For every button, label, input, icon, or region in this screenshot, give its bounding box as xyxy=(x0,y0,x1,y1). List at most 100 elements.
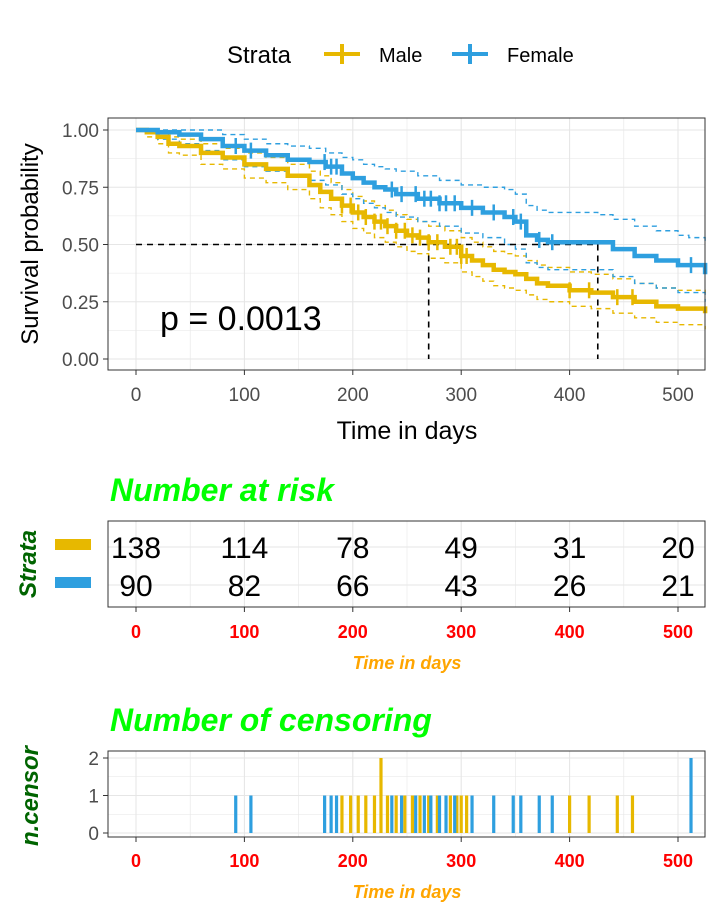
censor-bar-male xyxy=(364,795,368,833)
risk-count-male: 31 xyxy=(553,532,586,565)
risk-x-tick-label: 300 xyxy=(446,622,476,642)
ci-upper-female xyxy=(136,129,706,245)
censor-bar-male xyxy=(615,795,619,833)
y-tick-label: 0.75 xyxy=(62,178,99,199)
censor-bar-male xyxy=(385,795,390,833)
x-tick-label: 400 xyxy=(554,385,586,406)
survival-y-axis-label: Survival probability xyxy=(17,143,44,344)
survival-y-ticks: 0.00 0.25 0.50 0.75 1.00 xyxy=(62,121,108,371)
censor-bar-female xyxy=(492,795,496,833)
censor-panel-border xyxy=(107,750,706,838)
censor-bar-female xyxy=(470,795,474,833)
p-value: p = 0.0013 xyxy=(160,300,322,338)
censor-bar-male xyxy=(372,795,377,833)
censor-bar-male xyxy=(630,795,635,833)
x-tick-label: 0 xyxy=(131,385,142,406)
censor-bar-female xyxy=(329,795,333,833)
censor-x-ticks: 0 100 200 300 400 500 xyxy=(131,837,693,871)
censor-plot-title: Number of censoring xyxy=(110,702,432,738)
y-tick-label: 0.50 xyxy=(62,236,99,257)
censor-gridlines xyxy=(108,751,705,837)
censor-bar-male xyxy=(465,795,469,833)
censor-bar-female xyxy=(399,795,404,833)
censor-bar-female xyxy=(519,795,523,833)
risk-table-gridlines xyxy=(108,521,705,607)
risk-x-tick-label: 400 xyxy=(555,622,585,642)
censor-x-tick-label: 500 xyxy=(663,851,693,871)
censor-plot: Number of censoring 0 1 2 0 100 200 300 400 500… xyxy=(17,702,706,902)
risk-count-male: 114 xyxy=(220,532,268,565)
legend-title: Strata xyxy=(227,42,292,69)
risk-count-male: 20 xyxy=(661,532,694,565)
y-tick-label: 1.00 xyxy=(62,121,99,142)
risk-count-female: 43 xyxy=(445,570,478,603)
ci-lower-male xyxy=(136,129,706,330)
censor-bar-female xyxy=(414,795,418,833)
censor-bar-female xyxy=(323,795,327,833)
censor-bar-male xyxy=(568,795,572,833)
censor-x-tick-label: 300 xyxy=(446,851,476,871)
censor-bar-male xyxy=(349,795,353,833)
censor-bar-female xyxy=(390,795,394,833)
survival-x-ticks: 0 100 200 300 400 500 xyxy=(131,370,694,406)
risk-table: Number at risk 138 114 78 49 31 20 90 82 66 43 26 2… xyxy=(15,472,706,673)
legend-key-female xyxy=(452,44,488,64)
ci-lower-female xyxy=(136,129,706,302)
censor-x-tick-label: 200 xyxy=(338,851,368,871)
censor-bar-female xyxy=(234,795,238,833)
censor-y-tick-label: 0 xyxy=(88,824,99,845)
risk-x-tick-label: 200 xyxy=(338,622,368,642)
y-tick-label: 0.25 xyxy=(62,293,99,314)
risk-x-tick-label: 100 xyxy=(229,622,259,642)
survival-curves xyxy=(136,127,708,314)
censor-bar-male xyxy=(379,758,383,833)
risk-count-female: 26 xyxy=(553,570,586,603)
censor-bar-male xyxy=(587,795,591,833)
censor-bar-male xyxy=(427,795,431,833)
censor-marks xyxy=(234,138,693,306)
censor-bar-male xyxy=(448,795,452,833)
risk-table-border xyxy=(107,520,706,608)
censor-x-tick-label: 400 xyxy=(555,851,585,871)
risk-count-female: 90 xyxy=(119,570,152,603)
censor-bar-male xyxy=(410,795,415,833)
censor-bar-male xyxy=(435,795,439,833)
censor-bar-female xyxy=(453,795,457,833)
censor-bar-female xyxy=(537,795,541,833)
risk-count-female: 66 xyxy=(336,570,369,603)
survival-plot: 0.00 0.25 0.50 0.75 1.00 0 100 200 300 400 500 p … xyxy=(17,117,708,445)
y-tick-label: 0.00 xyxy=(62,350,99,371)
censor-bar-male xyxy=(340,795,344,833)
censor-bar-female xyxy=(444,795,448,833)
risk-row-key-male xyxy=(55,539,91,550)
censor-bar-male xyxy=(455,795,459,833)
risk-count-female: 82 xyxy=(228,570,261,603)
censor-x-axis-label: Time in days xyxy=(353,882,462,902)
x-tick-label: 300 xyxy=(445,385,477,406)
risk-count-male: 138 xyxy=(111,532,161,565)
censor-bar-female xyxy=(249,795,253,833)
censor-x-tick-label: 0 xyxy=(131,851,141,871)
survival-x-axis-label: Time in days xyxy=(337,417,478,445)
censor-y-ticks: 0 1 2 xyxy=(88,749,108,845)
risk-x-tick-label: 0 xyxy=(131,622,141,642)
censor-bar-male xyxy=(418,795,422,833)
risk-table-title: Number at risk xyxy=(110,472,336,508)
censor-bar-female xyxy=(689,758,693,833)
censor-bar-female xyxy=(511,795,515,833)
legend-label-female: Female xyxy=(507,45,574,67)
x-tick-label: 200 xyxy=(337,385,369,406)
censor-bar-male xyxy=(403,795,407,833)
risk-count-male: 78 xyxy=(336,532,369,565)
risk-table-x-label: Time in days xyxy=(353,653,462,673)
legend: Strata Male Female xyxy=(227,42,574,69)
median-lines xyxy=(136,243,599,359)
risk-count-female: 21 xyxy=(661,570,694,603)
x-tick-label: 100 xyxy=(229,385,261,406)
censor-y-axis-label: n.censor xyxy=(17,744,44,846)
censor-bar-female xyxy=(550,795,554,833)
risk-table-x-ticks: 0 100 200 300 400 500 xyxy=(131,607,693,642)
censor-y-tick-label: 1 xyxy=(88,787,99,808)
risk-row-key-female xyxy=(55,577,91,588)
